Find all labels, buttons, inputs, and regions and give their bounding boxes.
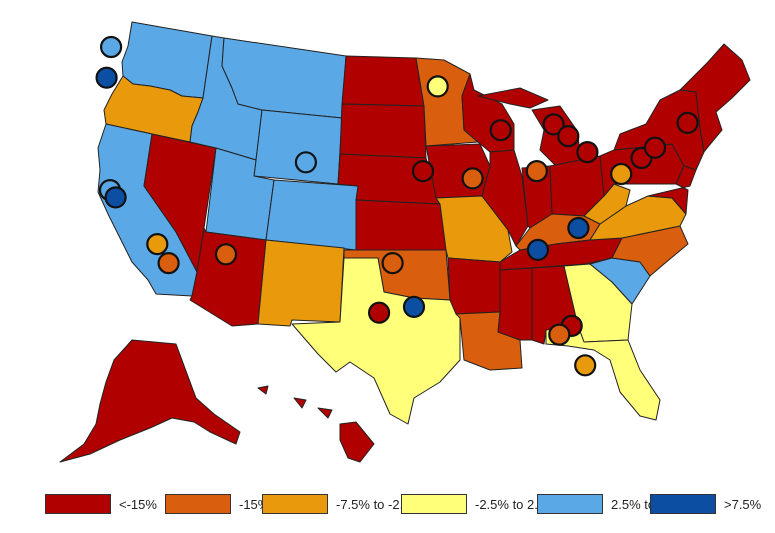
city-marker bbox=[381, 252, 404, 275]
legend: <-15%-15% to -7.5%-7.5% to -2.5%-2.5% to… bbox=[0, 488, 775, 524]
city-marker bbox=[610, 162, 633, 186]
state-NM bbox=[257, 239, 345, 327]
state-KS bbox=[355, 199, 447, 251]
legend-swatch bbox=[650, 494, 716, 514]
city-marker bbox=[294, 151, 317, 174]
city-marker bbox=[146, 233, 169, 256]
state-FL bbox=[545, 325, 661, 421]
legend-swatch bbox=[165, 494, 231, 514]
legend-swatch bbox=[537, 494, 603, 514]
city-marker bbox=[542, 113, 565, 136]
legend-label: -7.5% to -2.5% bbox=[336, 496, 422, 512]
legend-item: -7.5% to -2.5% bbox=[262, 494, 422, 514]
us-map bbox=[59, 21, 751, 463]
legend-label: -2.5% to 2.5% bbox=[475, 496, 557, 512]
city-marker bbox=[426, 75, 449, 98]
city-marker bbox=[643, 136, 667, 159]
state-MS bbox=[497, 267, 533, 341]
state-NE-region bbox=[647, 43, 751, 215]
city-marker bbox=[557, 125, 580, 148]
city-marker bbox=[567, 216, 590, 240]
city-marker bbox=[461, 167, 484, 190]
state-SD bbox=[339, 103, 427, 159]
state-ND bbox=[341, 55, 425, 107]
cities-layer bbox=[95, 35, 699, 377]
state-AK bbox=[59, 339, 241, 463]
state-AR bbox=[447, 257, 501, 315]
city-marker bbox=[526, 238, 550, 261]
legend-item: >7.5% bbox=[650, 494, 761, 514]
legend-item: <-15% bbox=[45, 494, 157, 514]
city-marker bbox=[214, 243, 238, 266]
city-marker bbox=[99, 35, 123, 59]
city-marker bbox=[157, 252, 180, 275]
city-marker bbox=[104, 186, 127, 209]
city-marker bbox=[368, 301, 391, 324]
city-marker bbox=[548, 323, 571, 346]
legend-label: <-15% bbox=[119, 496, 157, 512]
state-WY bbox=[253, 109, 343, 185]
states-layer bbox=[59, 21, 751, 463]
city-marker bbox=[402, 295, 426, 318]
city-marker bbox=[411, 160, 435, 183]
legend-swatch bbox=[45, 494, 111, 514]
legend-label: >7.5% bbox=[724, 496, 762, 512]
city-marker bbox=[525, 160, 548, 183]
state-AZ bbox=[189, 227, 267, 327]
state-HI bbox=[257, 385, 375, 463]
legend-item: -2.5% to 2.5% bbox=[401, 494, 557, 514]
city-marker bbox=[574, 354, 597, 377]
city-marker bbox=[576, 141, 599, 164]
city-marker bbox=[676, 111, 699, 135]
state-CO bbox=[265, 179, 359, 251]
legend-swatch bbox=[401, 494, 467, 514]
city-marker bbox=[95, 66, 118, 89]
legend-swatch bbox=[262, 494, 328, 514]
city-marker bbox=[489, 119, 512, 142]
